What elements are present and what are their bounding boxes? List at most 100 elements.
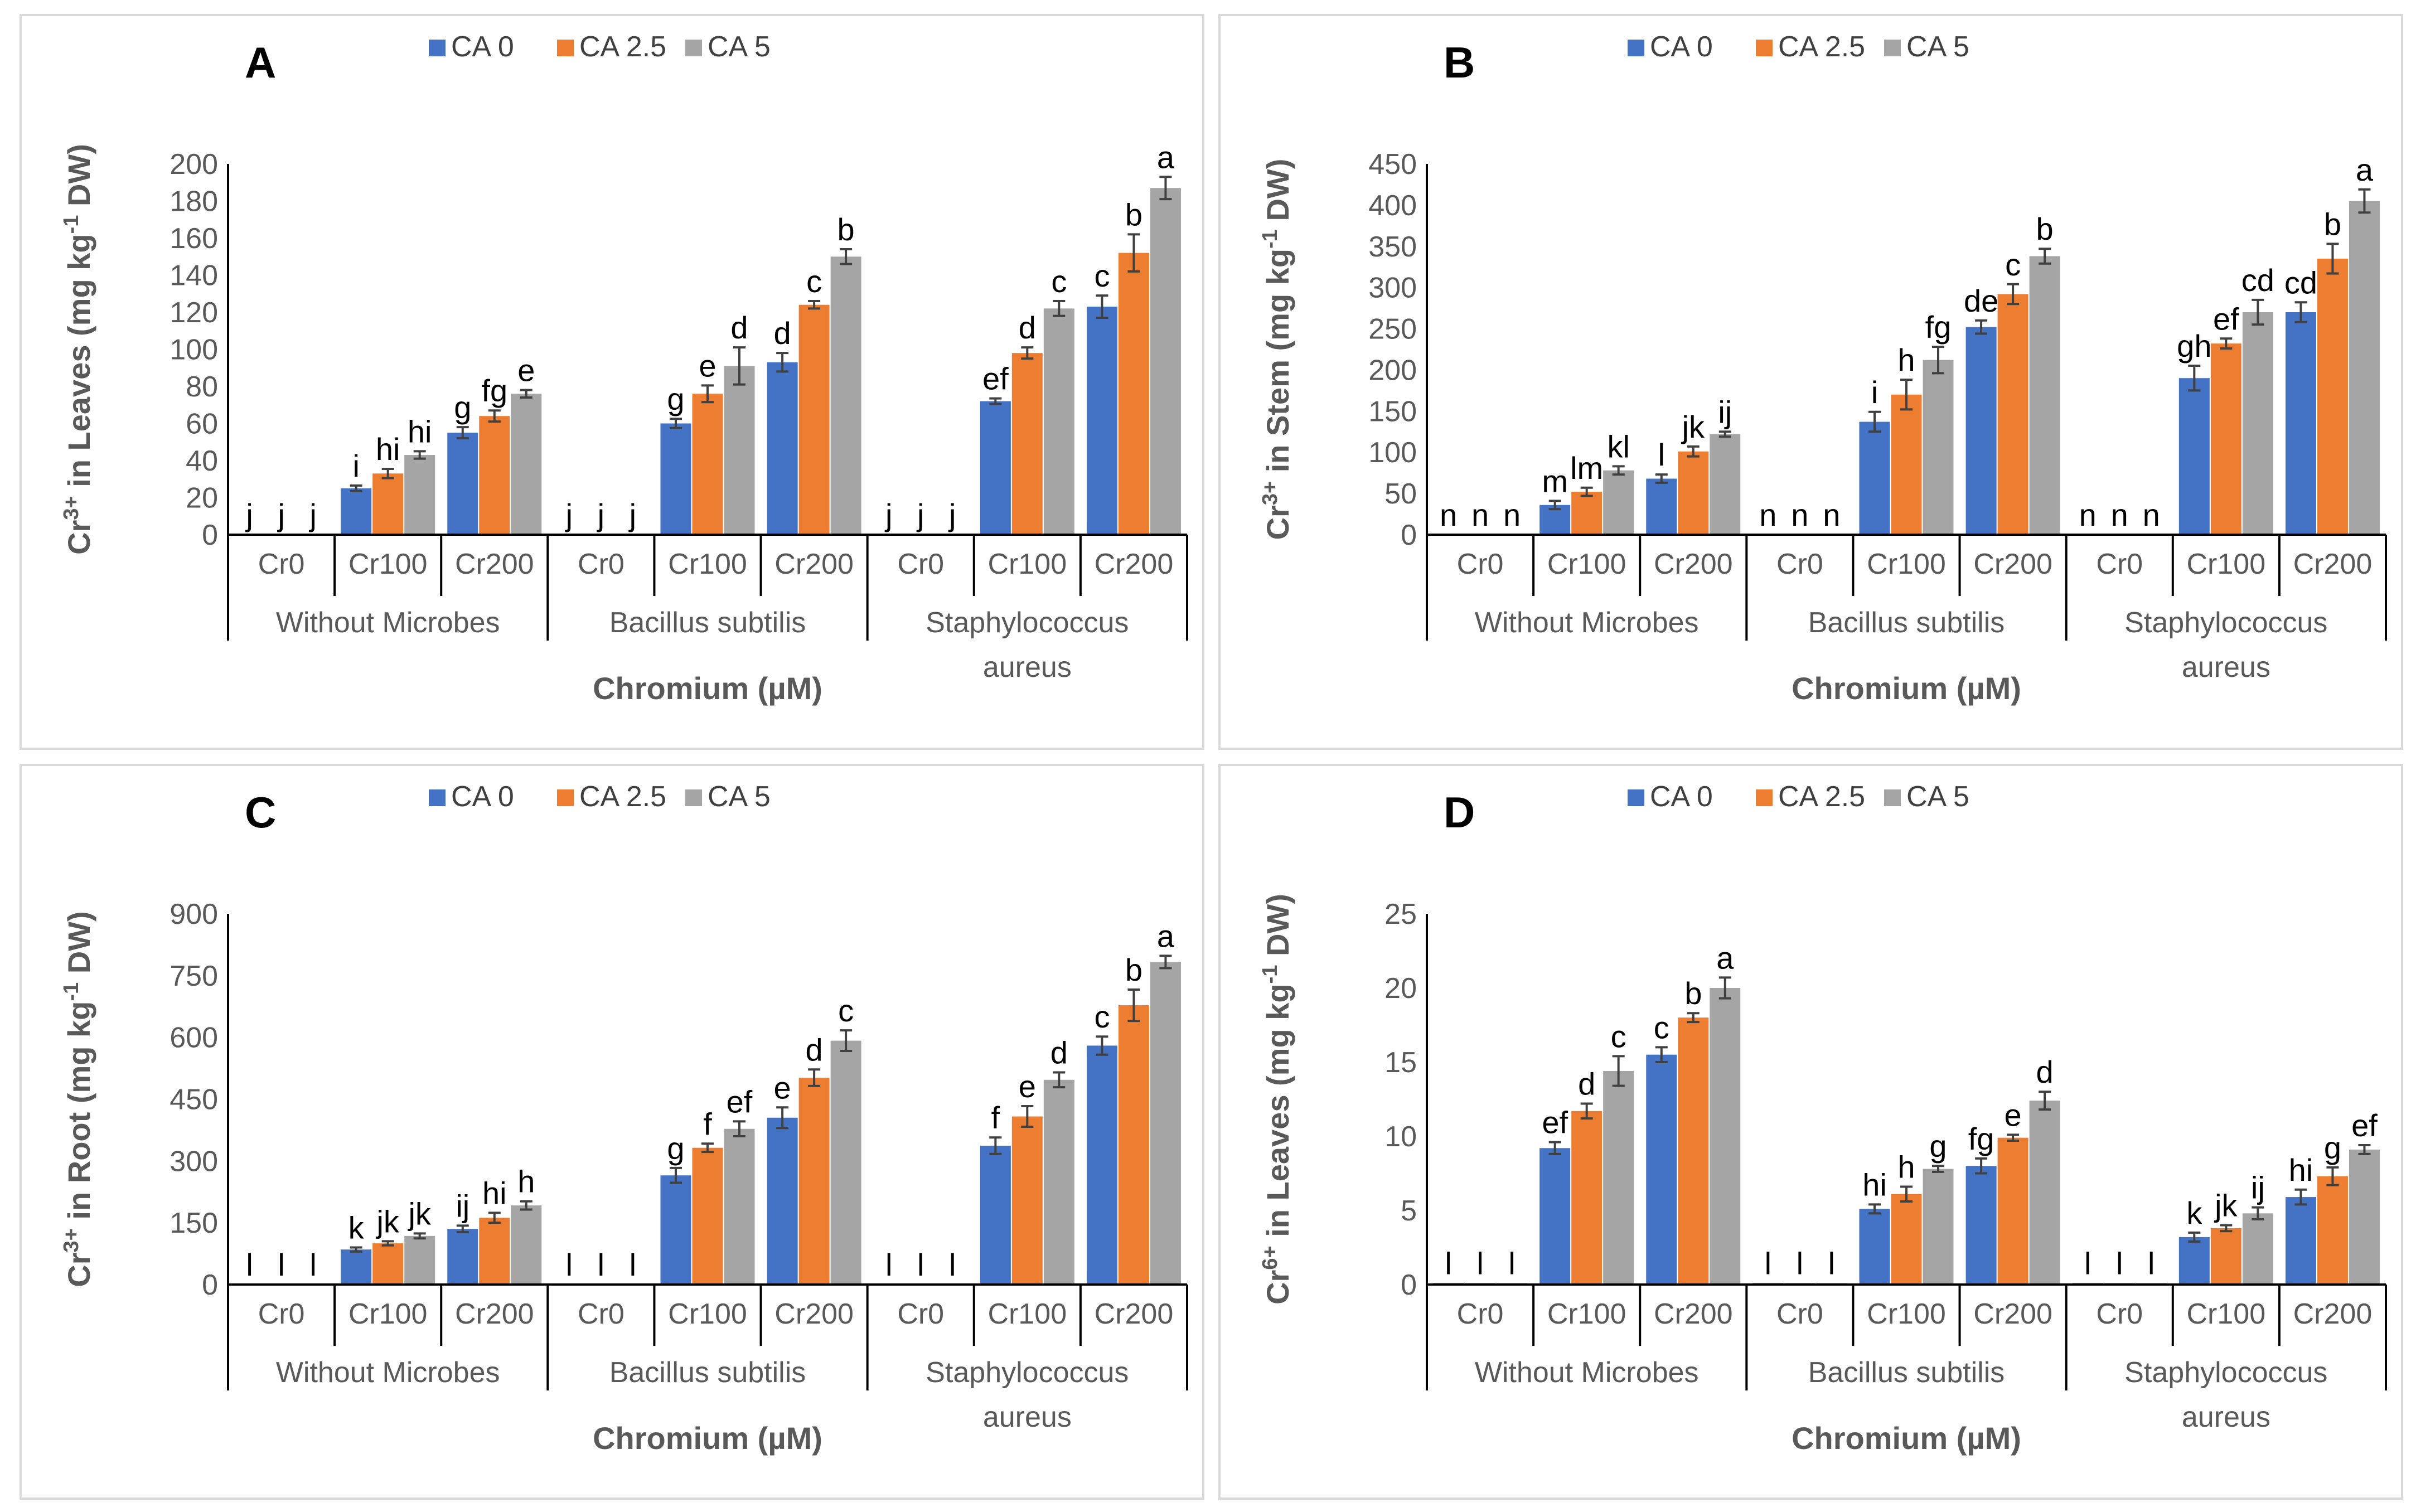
y-tick-label: 10 bbox=[1384, 1121, 1417, 1153]
x-tick-label: Cr100 bbox=[348, 1298, 428, 1330]
x-axis-label: Chromium (µM) bbox=[593, 671, 822, 706]
x-tick-label: Cr200 bbox=[1095, 548, 1174, 580]
significance-letter: d bbox=[1019, 310, 1036, 345]
legend-label: CA 2.5 bbox=[579, 781, 666, 813]
y-tick-label: 15 bbox=[1384, 1046, 1417, 1079]
bar bbox=[1150, 188, 1181, 535]
y-tick-label: 25 bbox=[1384, 898, 1417, 931]
x-tick-label: Cr200 bbox=[2293, 548, 2373, 580]
bar bbox=[1997, 1137, 2028, 1285]
bar bbox=[1891, 394, 1922, 535]
x-axis-label: Chromium (µM) bbox=[1792, 671, 2021, 706]
significance-letter: l bbox=[1476, 1246, 1483, 1281]
x-group-label: Without Microbes bbox=[276, 1356, 500, 1389]
x-tick-label: Cr100 bbox=[1867, 548, 1946, 580]
x-group-label: Bacillus subtilis bbox=[1808, 1356, 2005, 1389]
significance-letter: i bbox=[1871, 375, 1878, 410]
significance-letter: hi bbox=[376, 432, 400, 467]
significance-letter: de bbox=[1964, 283, 1998, 318]
significance-letter: d bbox=[1050, 1035, 1068, 1070]
x-tick-label: Cr0 bbox=[897, 548, 944, 580]
legend-swatch bbox=[1884, 789, 1901, 806]
significance-letter: j bbox=[245, 497, 253, 532]
x-group-label: Staphylococcus bbox=[2124, 1356, 2327, 1389]
y-tick-label: 350 bbox=[1368, 231, 1417, 263]
bar bbox=[1965, 1166, 1997, 1285]
bar bbox=[2178, 1237, 2210, 1285]
x-tick-label: Cr0 bbox=[578, 548, 624, 580]
significance-letter: l bbox=[630, 1247, 636, 1282]
significance-letter: n bbox=[1471, 497, 1489, 532]
significance-letter: fg bbox=[1925, 309, 1952, 345]
significance-letter: j bbox=[948, 497, 956, 532]
bar bbox=[798, 304, 830, 535]
significance-letter: b bbox=[837, 212, 855, 247]
panel-a: 0 20 40 60 80 100 120 140 160 180 200 Cr3+ in Leave… bbox=[20, 14, 1204, 750]
y-tick-label: 250 bbox=[1368, 313, 1417, 346]
bar bbox=[372, 1243, 404, 1285]
significance-letter: b bbox=[2324, 206, 2341, 241]
panel-label: B bbox=[1444, 38, 1475, 87]
significance-letter: hi bbox=[1862, 1167, 1887, 1202]
bar bbox=[2317, 258, 2348, 535]
y-tick-label: 400 bbox=[1368, 190, 1417, 222]
bar bbox=[980, 1145, 1011, 1285]
significance-letter: e bbox=[774, 1070, 791, 1105]
significance-letter: e bbox=[2005, 1097, 2022, 1132]
x-tick-label: Cr100 bbox=[2187, 1298, 2266, 1330]
significance-letter: d bbox=[774, 316, 791, 351]
significance-letter: l bbox=[2148, 1246, 2155, 1281]
bar bbox=[1646, 1054, 1677, 1285]
bar bbox=[2242, 312, 2273, 535]
bar bbox=[1043, 1079, 1074, 1285]
x-tick-label: Cr200 bbox=[774, 1298, 854, 1330]
significance-letter: c bbox=[1611, 1019, 1626, 1054]
y-tick-label: 200 bbox=[170, 148, 218, 181]
y-tick-label: 600 bbox=[170, 1022, 218, 1054]
bar bbox=[2029, 256, 2060, 535]
bar bbox=[447, 1229, 478, 1285]
legend-swatch bbox=[557, 789, 574, 806]
significance-letter: l bbox=[1445, 1246, 1451, 1281]
significance-letter: g bbox=[667, 1131, 684, 1166]
x-tick-label: Cr0 bbox=[578, 1298, 624, 1330]
bar bbox=[767, 362, 798, 535]
significance-letter: b bbox=[1684, 976, 1702, 1011]
significance-letter: j bbox=[308, 497, 316, 532]
significance-letter: jk bbox=[407, 1196, 431, 1231]
significance-letter: l bbox=[309, 1247, 316, 1282]
significance-letter: ef bbox=[2213, 301, 2239, 336]
bar bbox=[479, 1218, 510, 1285]
legend-label: CA 5 bbox=[1906, 31, 1969, 63]
y-tick-label: 0 bbox=[202, 1269, 218, 1301]
bar bbox=[724, 1128, 755, 1285]
x-tick-label: Cr0 bbox=[2096, 548, 2143, 580]
x-axis-label: Chromium (µM) bbox=[593, 1421, 822, 1456]
legend-swatch bbox=[1756, 789, 1773, 806]
panel-c: 0 150 300 450 600 750 900 Cr3+ in Root (mg kg-1… bbox=[20, 764, 1204, 1500]
chart-c-svg: 0 150 300 450 600 750 900 Cr3+ in Root (mg kg-1… bbox=[60, 781, 1188, 1456]
significance-letter: b bbox=[1125, 952, 1142, 987]
bar bbox=[2349, 201, 2380, 535]
panel-b: 0 50 100 150 200 250 300 350 400 450 Cr3+ in Stem … bbox=[1218, 14, 2403, 750]
significance-letter: l bbox=[598, 1247, 604, 1282]
y-tick-label: 300 bbox=[1368, 272, 1417, 304]
significance-letter: n bbox=[2143, 497, 2160, 532]
bar bbox=[1997, 294, 2028, 535]
significance-letter: j bbox=[628, 497, 636, 532]
y-axis-label: Cr3+ in Root (mg kg-1 DW) bbox=[60, 911, 96, 1287]
significance-letter: c bbox=[806, 264, 822, 299]
significance-letter: d bbox=[806, 1032, 823, 1067]
y-tick-label: 60 bbox=[186, 408, 218, 440]
significance-letter: l bbox=[885, 1247, 892, 1282]
bar bbox=[1043, 308, 1074, 535]
bar bbox=[511, 1205, 542, 1285]
x-group-label: Staphylococcus bbox=[926, 607, 1129, 639]
y-tick-label: 150 bbox=[170, 1207, 218, 1239]
significance-letter: lm bbox=[1570, 450, 1603, 486]
significance-letter: l bbox=[246, 1247, 253, 1282]
legend-swatch bbox=[557, 40, 574, 56]
significance-letter: d bbox=[730, 310, 748, 345]
y-tick-label: 900 bbox=[170, 898, 218, 931]
significance-letter: ij bbox=[1718, 394, 1732, 429]
